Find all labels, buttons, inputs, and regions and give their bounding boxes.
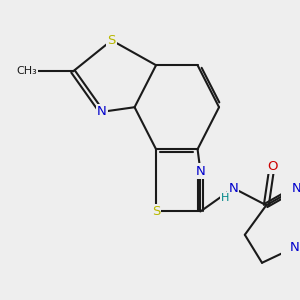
Text: CH₃: CH₃ <box>17 66 38 76</box>
Text: N: N <box>290 241 300 254</box>
Text: H: H <box>220 193 229 203</box>
Text: N: N <box>97 105 106 119</box>
Text: O: O <box>267 160 277 173</box>
Text: S: S <box>107 34 116 47</box>
Text: N: N <box>196 164 205 178</box>
Text: N: N <box>292 182 300 195</box>
Text: N: N <box>229 182 238 195</box>
Text: S: S <box>152 205 160 218</box>
